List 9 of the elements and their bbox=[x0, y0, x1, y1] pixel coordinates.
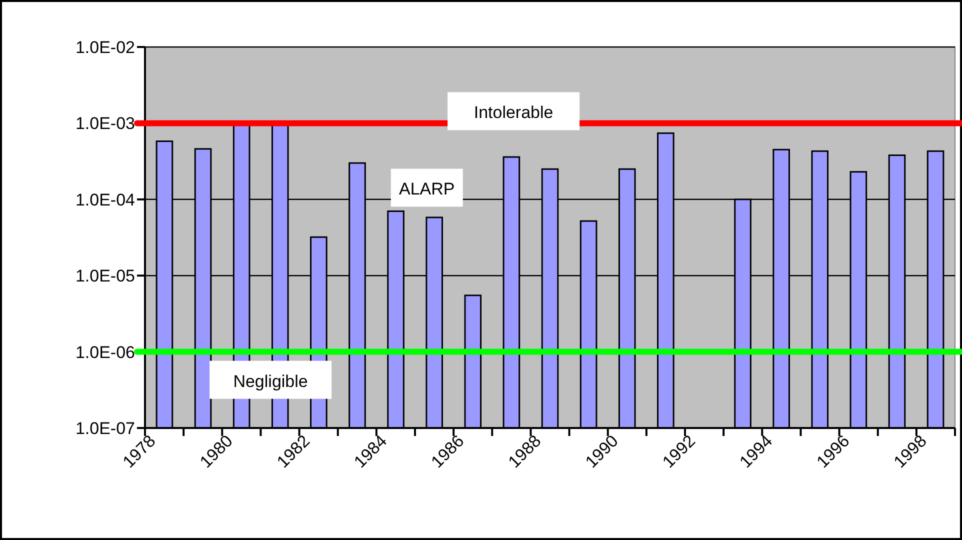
y-tick-label: 1.0E-04 bbox=[75, 190, 135, 210]
y-tick-label: 1.0E-03 bbox=[75, 114, 135, 134]
ref-line-label: Negligible bbox=[233, 372, 308, 391]
y-tick-label: 1.0E-02 bbox=[75, 38, 135, 57]
y-tick-label: 1.0E-07 bbox=[75, 419, 135, 438]
y-tick-label: 1.0E-06 bbox=[75, 342, 135, 362]
ref-line-label: Intolerable bbox=[474, 103, 554, 122]
y-tick-label: 1.0E-05 bbox=[75, 266, 135, 286]
annotation: ALARP bbox=[399, 180, 455, 199]
